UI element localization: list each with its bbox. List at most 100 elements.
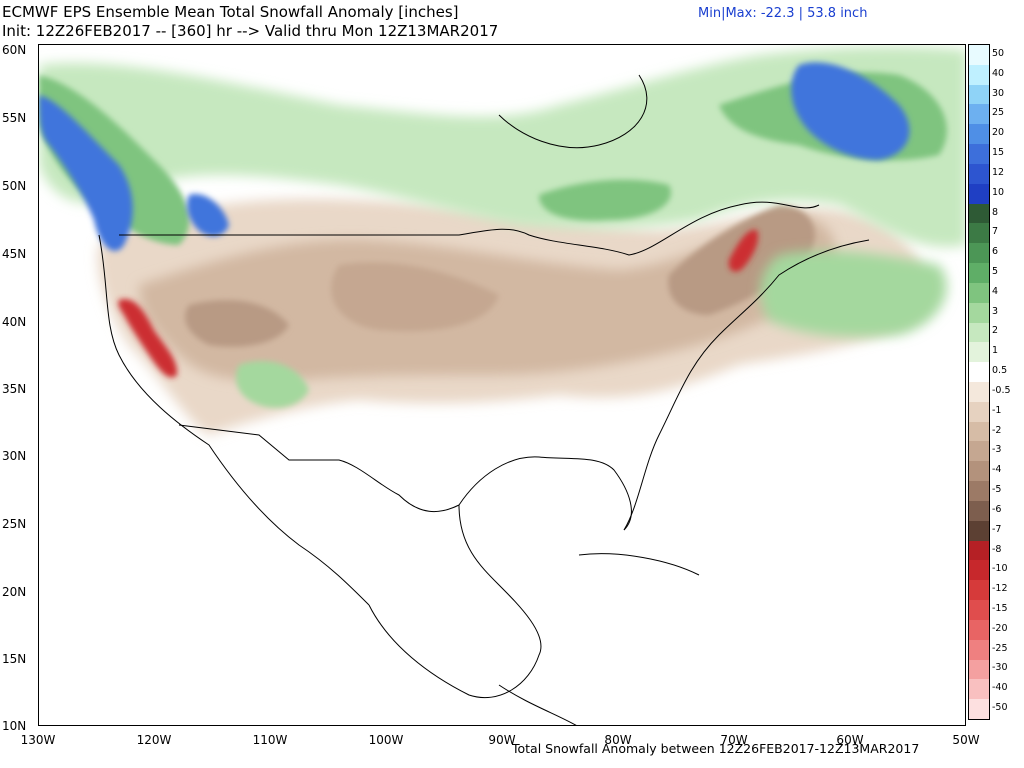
blue-rockies — [186, 194, 229, 237]
legend-label: 25 — [992, 107, 1005, 119]
legend-label: 20 — [992, 127, 1005, 139]
legend-label: 30 — [992, 87, 1005, 99]
legend-label: -40 — [992, 682, 1008, 694]
gulf-coast — [458, 456, 632, 531]
legend-label: -3 — [992, 444, 1002, 456]
brown-anomaly-plains — [331, 262, 499, 332]
legend-label: -8 — [992, 543, 1002, 555]
legend-label: -6 — [992, 503, 1002, 515]
lon-label-70w: 70W — [720, 733, 748, 747]
cuba — [578, 553, 700, 576]
legend-swatch — [969, 639, 989, 660]
legend-swatch — [969, 104, 989, 125]
lat-label-50n: 50N — [2, 179, 27, 193]
legend-label: 0.5 — [992, 365, 1008, 377]
legend-label: -12 — [992, 583, 1008, 595]
green-west-coast — [39, 75, 190, 245]
color-scale-legend — [968, 44, 990, 720]
legend-swatch — [969, 263, 989, 284]
legend-swatch — [969, 699, 989, 720]
lat-label-60n: 60N — [2, 43, 27, 57]
lon-label-110w: 110W — [252, 733, 288, 747]
lon-label-100w: 100W — [368, 733, 404, 747]
legend-swatch — [969, 223, 989, 244]
mexico-coast — [368, 504, 542, 699]
coastlines-and-borders — [98, 74, 870, 725]
legend-swatch — [969, 580, 989, 601]
green-canada — [39, 46, 965, 247]
footer-caption: Total Snowfall Anomaly between 12Z26FEB2… — [512, 741, 920, 756]
legend-label: -5 — [992, 484, 1002, 496]
lat-label-35n: 35N — [2, 382, 27, 396]
lat-label-40n: 40N — [2, 315, 27, 329]
legend-swatch — [969, 421, 989, 442]
green-atlantic — [760, 250, 947, 337]
lat-label-30n: 30N — [2, 449, 27, 463]
legend-swatch — [969, 500, 989, 521]
legend-swatch — [969, 144, 989, 165]
legend-swatch — [969, 45, 989, 65]
us-canada-border — [119, 201, 820, 256]
legend-label: 5 — [992, 265, 999, 277]
legend-label: 50 — [992, 47, 1005, 59]
legend-label: 6 — [992, 246, 999, 258]
legend-label: 1 — [992, 345, 999, 357]
lat-label-15n: 15N — [2, 652, 27, 666]
legend-swatch — [969, 481, 989, 502]
lon-label-90w: 90W — [488, 733, 516, 747]
red-new-england — [728, 229, 759, 272]
legend-label: -25 — [992, 642, 1008, 654]
lon-label-120w: 120W — [136, 733, 172, 747]
lon-label-130w: 130W — [20, 733, 56, 747]
legend-label: -4 — [992, 464, 1002, 476]
legend-label: -2 — [992, 424, 1002, 436]
map-canvas — [39, 46, 965, 725]
lat-label-20n: 20N — [2, 585, 27, 599]
legend-swatch — [969, 342, 989, 363]
blue-labrador — [791, 62, 910, 160]
us-mexico-border — [178, 424, 460, 513]
legend-label: 3 — [992, 305, 999, 317]
lon-label-60w: 60W — [836, 733, 864, 747]
west-coastline — [98, 234, 370, 606]
init-valid-line: Init: 12Z26FEB2017 -- [360] hr --> Valid… — [2, 22, 499, 40]
legend-label: 15 — [992, 147, 1005, 159]
lat-label-25n: 25N — [2, 517, 27, 531]
central-america — [498, 684, 577, 725]
lon-label-50w: 50W — [952, 733, 980, 747]
brown-anomaly-great-basin — [185, 300, 289, 347]
legend-swatch — [969, 163, 989, 184]
lat-label-45n: 45N — [2, 247, 27, 261]
east-coast — [623, 239, 870, 531]
legend-swatch — [969, 619, 989, 640]
legend-label: -7 — [992, 523, 1002, 535]
legend-label: -0.5 — [992, 384, 1011, 396]
lat-label-10n: 10N — [2, 719, 27, 733]
hudson-bay — [498, 74, 648, 149]
lon-label-80w: 80W — [604, 733, 632, 747]
legend-swatch — [969, 540, 989, 561]
legend-swatch — [969, 659, 989, 680]
min-max-readout: Min|Max: -22.3 | 53.8 inch — [698, 6, 868, 21]
legend-swatch — [969, 302, 989, 323]
legend-swatch — [969, 84, 989, 105]
legend-swatch — [969, 64, 989, 85]
legend-label: 10 — [992, 186, 1005, 198]
legend-swatch — [969, 322, 989, 343]
legend-label: -1 — [992, 404, 1002, 416]
legend-swatch — [969, 282, 989, 303]
legend-swatch — [969, 243, 989, 264]
legend-label: -50 — [992, 702, 1008, 714]
legend-swatch — [969, 520, 989, 541]
legend-label: 7 — [992, 226, 999, 238]
legend-swatch — [969, 679, 989, 700]
legend-swatch — [969, 124, 989, 145]
legend-label: 8 — [992, 206, 999, 218]
blue-pacific-nw — [39, 95, 133, 251]
red-sierra — [118, 299, 178, 378]
anomaly-shading — [39, 46, 965, 435]
legend-swatch — [969, 382, 989, 402]
legend-label: -15 — [992, 602, 1008, 614]
snowfall-anomaly-map[interactable] — [38, 44, 966, 726]
legend-swatch — [969, 560, 989, 581]
